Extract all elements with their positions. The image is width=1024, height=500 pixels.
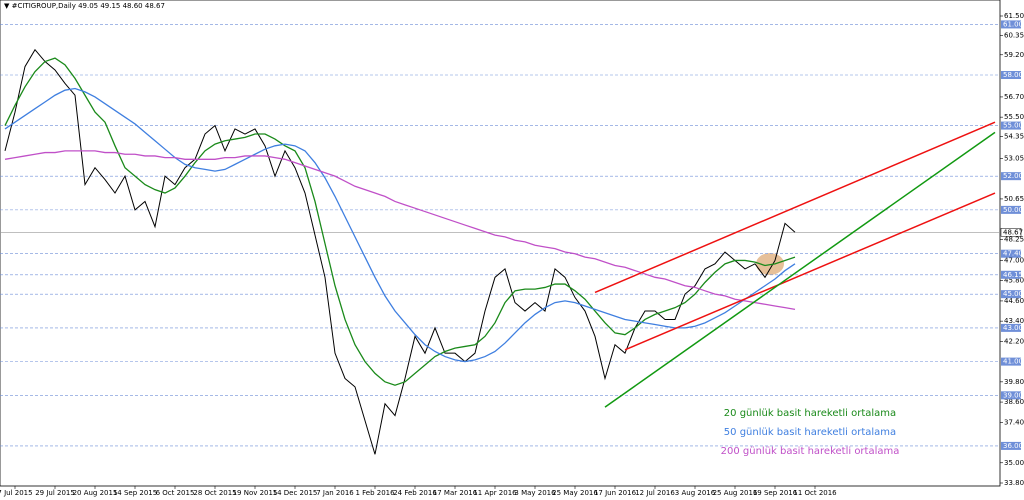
y-tick-label: 43.40 [1004,317,1024,325]
x-tick-label: 14 Dec 2015 [273,489,318,497]
level-label: 36.00 [1003,442,1023,450]
level-label: 58.00 [1003,71,1023,79]
y-tick-label: 48.25 [1004,235,1024,243]
level-label: 45.00 [1003,290,1023,298]
x-tick-label: 7 Jan 2016 [316,489,354,497]
level-box [1001,71,1021,80]
level-box [1001,323,1021,332]
x-tick-label: 29 Jul 2015 [35,489,75,497]
x-tick-label: 24 Feb 2016 [393,489,437,497]
y-tick-label: 37.40 [1004,418,1024,426]
y-tick-label: 56.70 [1004,93,1024,101]
y-tick-label: 39.80 [1004,378,1024,386]
level-label: 61.00 [1003,20,1023,28]
series-line [4,150,796,310]
y-tick-label: 50.65 [1004,195,1024,203]
x-tick-label: 1 Feb 2016 [355,489,395,497]
y-tick-label: 33.80 [1004,479,1024,487]
highlight-circle [756,253,784,275]
x-tick-label: 11 Apr 2016 [473,489,517,497]
y-tick-label: 38.60 [1004,398,1024,406]
y-tick-label: 55.50 [1004,113,1024,121]
level-box [1001,391,1021,400]
current-price-box [1000,228,1022,237]
y-tick-label: 47.00 [1004,256,1024,264]
x-tick-label: 17 Jun 2016 [594,489,637,497]
series-line [4,87,796,363]
x-tick-label: 17 Mar 2016 [433,489,478,497]
level-label: 41.00 [1003,358,1023,366]
y-tick-label: 59.20 [1004,51,1024,59]
current-price-label: 48.67 [1003,228,1023,236]
legend-entry: 20 günlük basit hareketli ortalama [724,408,896,419]
level-label: 46.15 [1003,271,1023,279]
x-tick-label: 19 Nov 2015 [233,489,278,497]
series-line [4,57,796,386]
legend-entry: 50 günlük basit hareketli ortalama [724,427,896,438]
level-box [1001,290,1021,299]
level-box [1001,357,1021,366]
y-tick-label: 45.80 [1004,277,1024,285]
x-tick-label: 3 May 2016 [514,489,556,497]
x-tick-label: 7 Jul 2015 [0,489,33,497]
x-tick-label: 19 Sep 2016 [753,489,798,497]
level-label: 55.00 [1003,122,1023,130]
level-label: 52.00 [1003,172,1023,180]
trend-line [604,131,996,408]
x-tick-label: 12 Jul 2016 [635,489,675,497]
level-label: 39.00 [1003,391,1023,399]
series-line [4,48,796,455]
y-tick-label: 61.50 [1004,12,1024,20]
y-tick-label: 53.05 [1004,154,1024,162]
trend-line [594,121,996,294]
level-label: 50.00 [1003,206,1023,214]
legend-entry: 200 günlük basit hareketli ortalama [721,446,900,457]
x-tick-label: 28 Oct 2015 [193,489,236,497]
level-box [1001,121,1021,130]
level-box [1001,249,1021,258]
y-tick-label: 35.00 [1004,459,1024,467]
x-tick-label: 25 May 2016 [552,489,598,497]
level-box [1001,205,1021,214]
chart-title: ▼ #CITIGROUP,Daily 49.05 49.15 48.60 48.… [4,2,165,10]
level-label: 43.00 [1003,324,1023,332]
level-box [1001,20,1021,29]
y-tick-label: 44.60 [1004,297,1024,305]
x-tick-label: 3 Aug 2016 [675,489,716,497]
x-tick-label: 25 Aug 2016 [713,489,758,497]
level-box [1001,441,1021,450]
y-tick-label: 60.35 [1004,31,1024,39]
plot-frame [0,0,1001,487]
x-tick-label: 20 Aug 2015 [73,489,118,497]
level-label: 47.40 [1003,250,1023,258]
x-tick-label: 11 Oct 2016 [793,489,837,497]
x-tick-label: 6 Oct 2015 [156,489,195,497]
trend-line [624,192,996,351]
level-box [1001,270,1021,279]
level-box [1001,172,1021,181]
x-tick-label: 14 Sep 2015 [113,489,157,497]
y-tick-label: 54.35 [1004,133,1024,141]
y-tick-label: 42.20 [1004,337,1024,345]
